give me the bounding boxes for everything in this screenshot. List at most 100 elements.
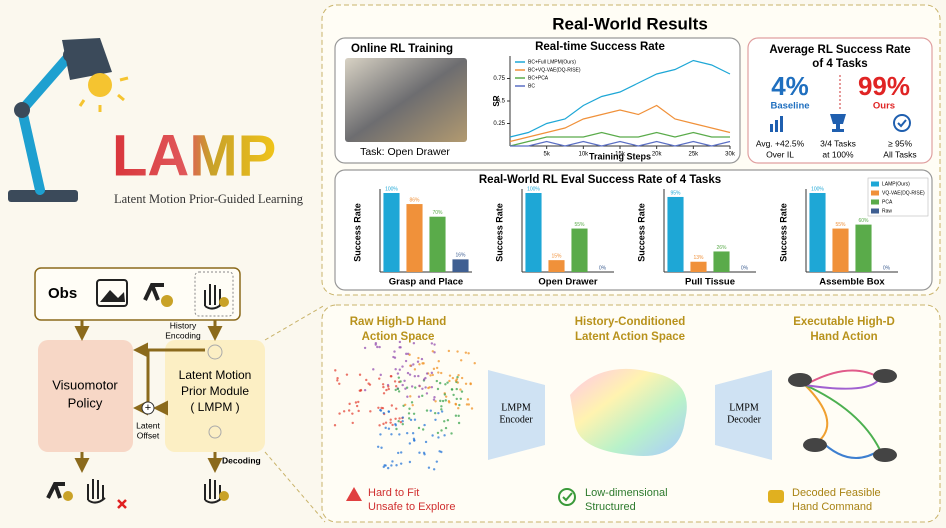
- cloud-dot: [376, 445, 380, 448]
- cloud-dot: [421, 362, 424, 365]
- bar-value-label: 86%: [409, 197, 420, 203]
- cloud-dot: [392, 355, 395, 359]
- cloud-dot: [390, 375, 393, 378]
- column-note: Unsafe to Explore: [368, 501, 455, 513]
- image-icon: [96, 279, 128, 307]
- cloud-dot: [399, 380, 402, 383]
- x-tick-label: 30k: [725, 152, 736, 158]
- cloud-dot: [450, 388, 454, 391]
- cloud-dot: [427, 386, 430, 390]
- bar-value-label: 60%: [858, 218, 869, 224]
- cloud-dot: [436, 431, 440, 435]
- cloud-dot: [433, 343, 436, 346]
- cloud-dot: [430, 386, 434, 389]
- cloud-dot: [387, 427, 391, 430]
- results-title: Real-World Results: [552, 14, 708, 33]
- encoder-shape: [488, 370, 545, 460]
- cloud-dot: [387, 385, 390, 388]
- hand-decoded-icon: [204, 479, 223, 504]
- cloud-dot: [354, 401, 358, 404]
- arm-output-icon: [46, 482, 65, 499]
- x-tick-label: 25k: [688, 152, 699, 158]
- cloud-dot: [467, 403, 471, 406]
- cloud-dot: [387, 387, 390, 391]
- bar: [406, 204, 423, 272]
- cloud-dot: [401, 416, 405, 419]
- cloud-dot: [406, 371, 410, 375]
- cloud-dot: [395, 427, 398, 431]
- cloud-dot: [447, 349, 451, 353]
- hand-icon: [204, 284, 223, 310]
- cloud-dot: [443, 420, 446, 423]
- cloud-dot: [456, 350, 459, 353]
- cloud-dot: [395, 464, 398, 467]
- cloud-dot: [465, 403, 469, 406]
- bar-value-label: 100%: [811, 186, 824, 192]
- cloud-dot: [435, 379, 439, 383]
- hand-icon-badge: [219, 297, 229, 307]
- cloud-dot: [413, 418, 417, 421]
- cloud-dot: [457, 407, 460, 410]
- cloud-dot: [440, 429, 443, 432]
- cloud-dot: [422, 378, 426, 381]
- cloud-dot: [425, 372, 429, 375]
- cloud-dot: [444, 395, 448, 398]
- cloud-dot: [342, 410, 346, 413]
- cloud-dot: [407, 417, 411, 420]
- column-title: History-Conditioned: [575, 316, 686, 328]
- cloud-dot: [355, 404, 359, 408]
- task-label: Pull Tissue: [685, 277, 735, 288]
- cloud-dot: [401, 420, 404, 423]
- baseline-label: Baseline: [770, 101, 809, 112]
- line-chart: Real-time Success Rate 0.25 0.5 0.75 5k 10k 15…: [492, 41, 736, 161]
- cloud-dot: [401, 365, 404, 368]
- cloud-dot: [409, 395, 412, 398]
- cloud-dot: [454, 414, 458, 417]
- cloud-dot: [457, 421, 461, 425]
- cloud-dot: [408, 442, 412, 445]
- cloud-dot: [390, 464, 393, 467]
- cloud-dot: [421, 387, 424, 390]
- cloud-dot: [410, 385, 414, 388]
- x-tick-label: 10k: [578, 152, 589, 158]
- bar: [452, 259, 469, 272]
- lmpm-label: Prior Module: [181, 384, 249, 398]
- bar: [832, 228, 849, 272]
- column-note: Hand Command: [792, 501, 872, 513]
- cloud-dot: [365, 378, 368, 382]
- cloud-dot: [408, 353, 411, 356]
- cloud-dot: [405, 431, 409, 435]
- stat-icons: [770, 114, 911, 132]
- column-title: Hand Action: [810, 331, 877, 343]
- lmpm-box: [165, 340, 265, 452]
- logo-subtitle: Latent Motion Prior-Guided Learning: [114, 192, 304, 206]
- task-label: Grasp and Place: [389, 277, 463, 288]
- line-series: [510, 140, 731, 147]
- y-axis-label: SR: [492, 95, 501, 106]
- cloud-dot: [333, 424, 337, 427]
- cloud-dot: [412, 437, 416, 441]
- cloud-dot: [394, 368, 397, 371]
- cloud-dot: [382, 465, 385, 469]
- logo-title: LAMP: [112, 123, 276, 188]
- cloud-dot: [393, 350, 396, 353]
- y-tick-label: 0.25: [493, 121, 505, 127]
- x-tick-label: 15k: [615, 152, 626, 158]
- y-axis-label: Success Rate: [778, 203, 788, 262]
- cloud-dot: [417, 374, 420, 378]
- bar-value-label: 55%: [574, 222, 585, 228]
- column-note: Structured: [585, 501, 636, 513]
- cloud-dot: [363, 346, 367, 350]
- cloud-dot: [397, 390, 401, 393]
- cloud-dot: [358, 389, 361, 392]
- cloud-dot: [413, 368, 417, 371]
- cloud-dot: [443, 393, 447, 396]
- lamp-icon: [8, 38, 129, 202]
- cloud-dot: [378, 424, 381, 427]
- warning-icon: [346, 487, 362, 501]
- cloud-dot: [377, 406, 380, 409]
- cloud-dot: [450, 432, 453, 435]
- column-title: Latent Action Space: [575, 331, 685, 343]
- cloud-dot: [409, 418, 413, 422]
- stat: Avg. +42.5%: [756, 138, 805, 148]
